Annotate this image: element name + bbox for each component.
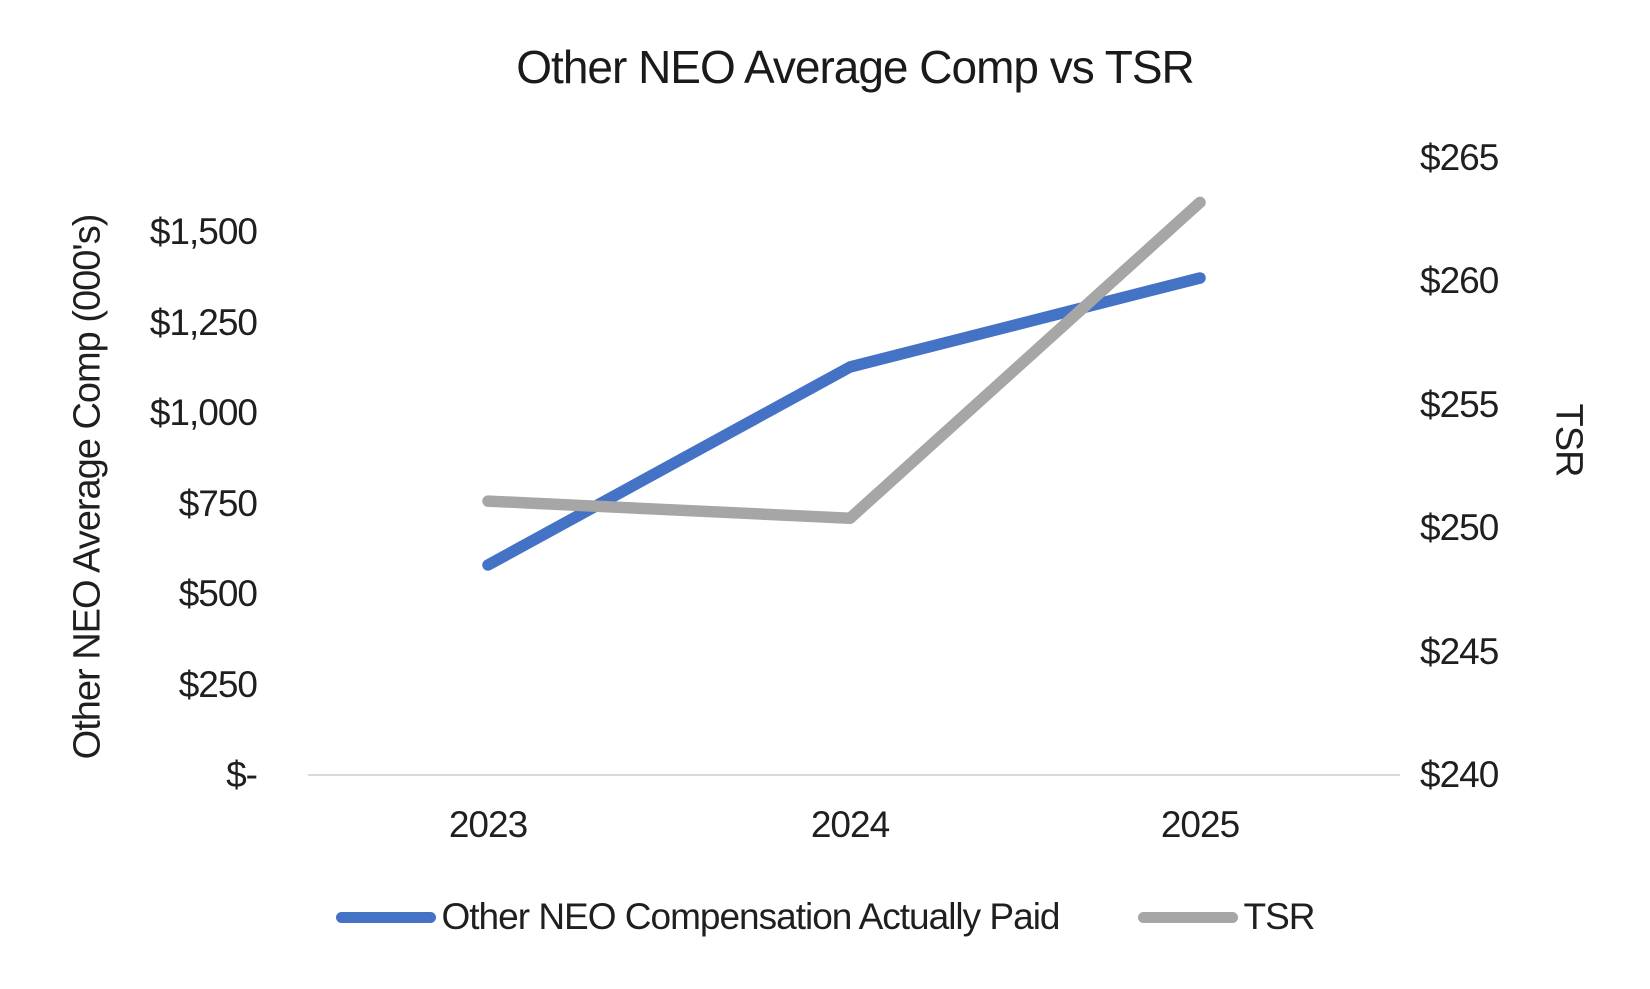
tsr-series-line (482, 196, 1206, 525)
right-axis-tick: $250 (1420, 507, 1499, 548)
chart-title: Other NEO Average Comp vs TSR (516, 41, 1194, 93)
right-axis-tick: $245 (1420, 631, 1499, 672)
x-axis-label-2023: 2023 (448, 804, 528, 845)
right-axis-tick: $255 (1420, 384, 1499, 425)
x-axis-label-2025: 2025 (1160, 804, 1240, 845)
right-axis-tick: $265 (1420, 137, 1499, 178)
right-axis-tick: $260 (1420, 260, 1499, 301)
left-axis-tick: $1,250 (149, 301, 258, 343)
left-axis-tick: $- (226, 754, 258, 795)
legend-label-comp: Other NEO Compensation Actually Paid (441, 896, 1061, 937)
comp-series-swatch (335, 911, 436, 923)
legend-item-comp: Other NEO Compensation Actually Paid (335, 896, 1061, 938)
left-axis-tick: $1,500 (149, 211, 258, 252)
left-axis-tick: $750 (178, 482, 258, 524)
left-axis-tick: $500 (178, 573, 258, 614)
legend-label-tsr: TSR (1243, 896, 1316, 937)
legend-item-tsr: TSR (1137, 896, 1316, 938)
x-axis-label-2024: 2024 (810, 804, 890, 845)
left-axis-tick: $250 (178, 663, 258, 705)
legend: Other NEO Compensation Actually Paid TSR (0, 896, 1650, 938)
right-axis-tick: $240 (1420, 754, 1499, 795)
tsr-series-swatch (1137, 911, 1238, 923)
left-axis-tick: $1,000 (149, 392, 258, 433)
